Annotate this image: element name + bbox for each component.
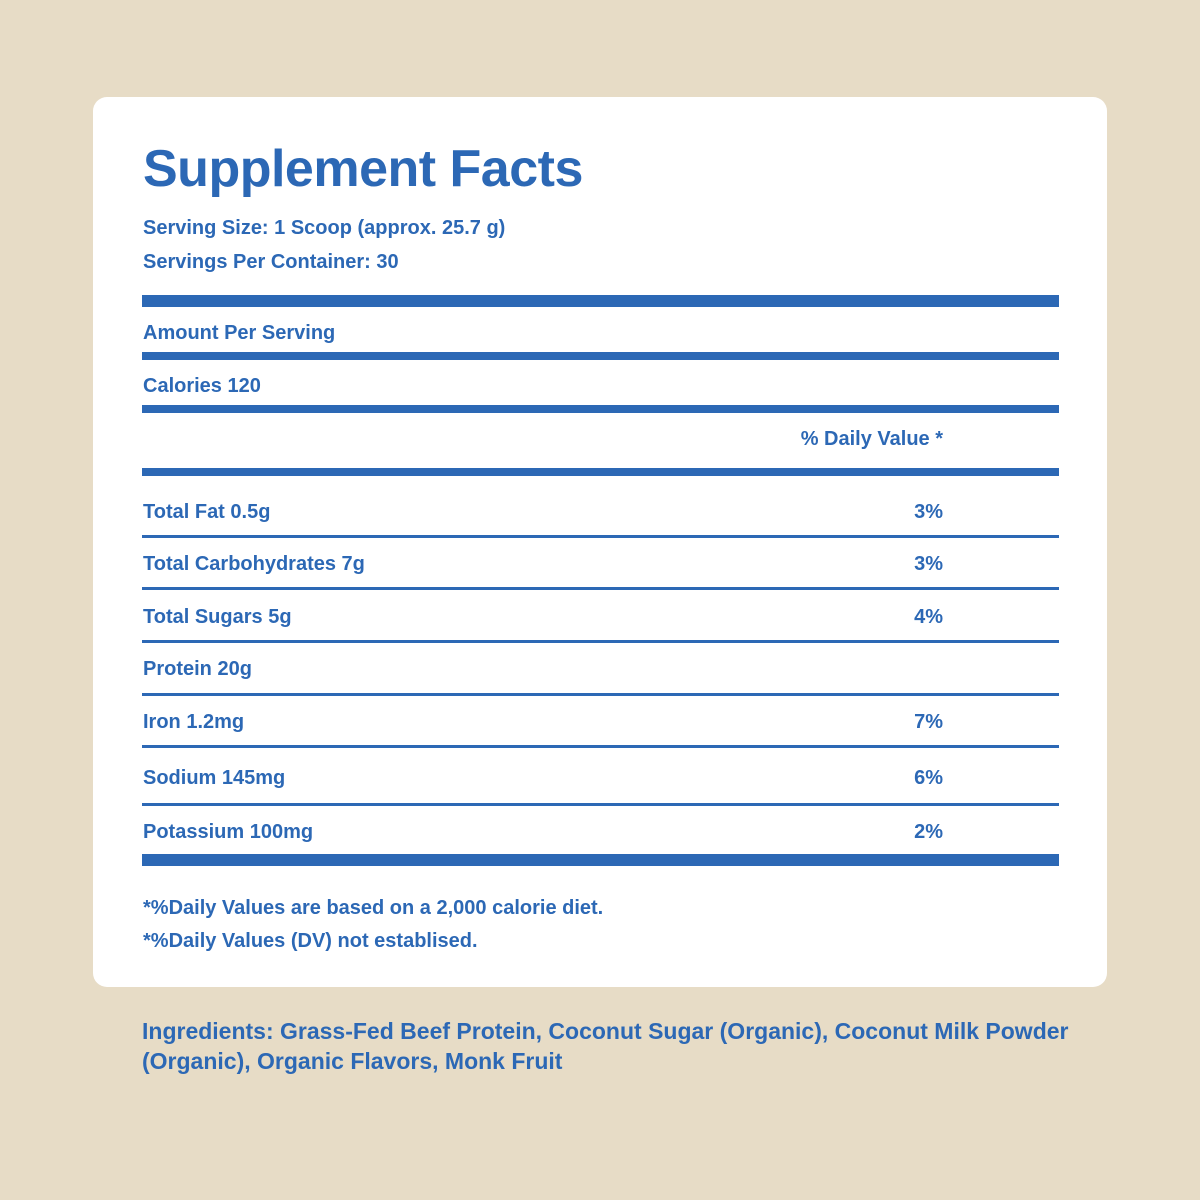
nutrient-label: Potassium 100mg [143, 821, 314, 843]
divider-medium [142, 468, 1059, 476]
nutrient-daily-value: 3% [914, 553, 943, 575]
nutrient-daily-value: 3% [914, 501, 943, 523]
row-divider [142, 640, 1059, 643]
nutrient-daily-value: 7% [914, 711, 943, 733]
nutrient-label: Sodium 145mg [143, 767, 286, 789]
nutrient-label: Total Sugars 5g [143, 606, 292, 628]
divider-medium [142, 352, 1059, 360]
row-divider [142, 803, 1059, 806]
divider-thick [142, 295, 1059, 307]
ingredients-text: Ingredients: Grass-Fed Beef Protein, Coc… [142, 1018, 1069, 1074]
row-divider [142, 535, 1059, 538]
nutrient-label: Total Carbohydrates 7g [143, 553, 365, 575]
serving-size: Serving Size: 1 Scoop (approx. 25.7 g) [143, 217, 506, 239]
footnote-daily-values: *%Daily Values are based on a 2,000 calo… [143, 897, 604, 919]
nutrient-daily-value: 4% [914, 606, 943, 628]
daily-value-header: % Daily Value * [800, 428, 943, 450]
amount-per-serving-label: Amount Per Serving [143, 322, 336, 344]
panel-title: Supplement Facts [143, 140, 583, 198]
nutrient-daily-value: 2% [914, 821, 943, 843]
nutrient-daily-value: 6% [914, 767, 943, 789]
calories-row: Calories 120 [143, 375, 261, 397]
servings-per-container: Servings Per Container: 30 [143, 251, 399, 273]
divider-thick [142, 854, 1059, 866]
supplement-facts-panel: Supplement Facts Serving Size: 1 Scoop (… [93, 97, 1107, 987]
row-divider [142, 587, 1059, 590]
row-divider [142, 745, 1059, 748]
nutrient-label: Total Fat 0.5g [143, 501, 271, 523]
nutrient-label: Protein 20g [143, 658, 252, 680]
row-divider [142, 693, 1059, 696]
nutrient-label: Iron 1.2mg [143, 711, 245, 733]
footnote-dv-not-established: *%Daily Values (DV) not establised. [143, 930, 478, 952]
divider-medium [142, 405, 1059, 413]
